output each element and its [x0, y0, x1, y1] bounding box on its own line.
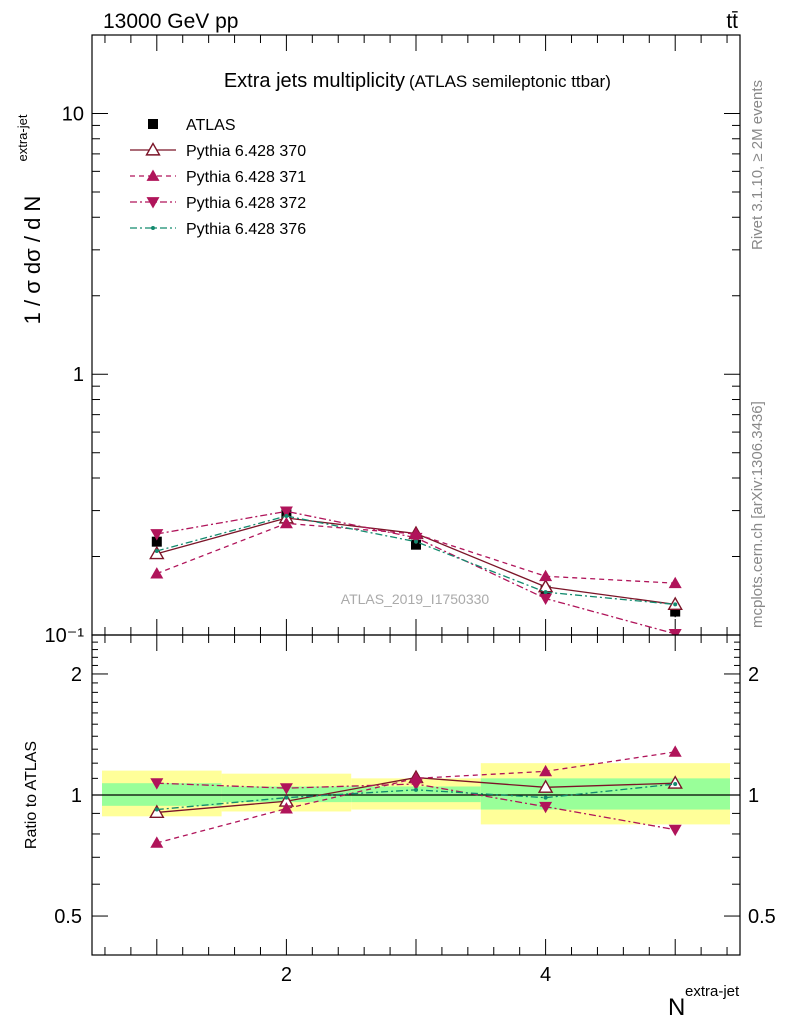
data-point: [151, 536, 162, 547]
ratio-data-point: [673, 782, 678, 787]
ratio-y-tick-label-right: 2: [748, 664, 759, 686]
main-y-tick-label: 10: [62, 103, 84, 125]
ratio-y-tick-label: 2: [71, 664, 82, 686]
legend-entry: ATLAS: [148, 117, 236, 134]
data-point: [668, 628, 682, 635]
ratio-data-point: [409, 779, 423, 791]
ratio-y-tick-label: 1: [71, 785, 82, 807]
x-tick-label: 4: [540, 964, 551, 986]
main-series-layer: [149, 506, 683, 635]
main-y-tick-label: 1: [73, 364, 84, 386]
main-y-tick-label: 10⁻¹: [45, 625, 85, 647]
main-title: Extra jets multiplicity: [224, 70, 405, 92]
series-line: [156, 510, 676, 635]
process-label: tt̄: [726, 10, 738, 33]
ratio-data-point: [537, 779, 554, 793]
ratio-data-point: [668, 745, 682, 757]
data-point: [150, 529, 164, 541]
legend-entry: Pythia 6.428 372: [130, 195, 306, 212]
legend-label: Pythia 6.428 371: [186, 169, 306, 186]
stat-uncertainty-band: [480, 778, 730, 810]
ratio-data-point: [279, 802, 293, 814]
stat-uncertainty-band: [351, 786, 481, 803]
ratio-data-point: [284, 795, 289, 800]
x-axis-label-sup: extra-jet: [685, 983, 740, 1000]
data-point: [668, 576, 682, 589]
legend-marker: [148, 119, 158, 129]
legend-label: ATLAS: [186, 117, 236, 134]
series-pythia-6-428-372: [150, 506, 682, 635]
data-point: [154, 548, 159, 553]
ratio-data-point: [154, 807, 159, 812]
legend-marker: [146, 197, 160, 209]
legend-marker: [151, 226, 155, 230]
ratio-data-point: [149, 804, 165, 819]
rivet-label: Rivet 3.1.10, ≥ 2M events: [749, 80, 766, 250]
legend-entry: Pythia 6.428 371: [130, 169, 306, 186]
legend-entry: Pythia 6.428 376: [130, 221, 306, 238]
data-point: [670, 606, 681, 617]
data-point: [284, 514, 289, 519]
watermark-label: ATLAS_2019_I1750330: [341, 591, 490, 607]
x-axis-label: N extra-jet: [668, 983, 740, 1021]
main-y-axis-label: 1 / σ dσ / d N extra-jet: [15, 114, 45, 324]
data-point: [150, 567, 164, 579]
data-point: [673, 602, 678, 607]
ratio-data-point: [539, 801, 553, 814]
legend-label: Pythia 6.428 376: [186, 221, 306, 238]
series-line: [156, 522, 676, 584]
ratio-y-tick-label-right: 0.5: [748, 906, 776, 928]
series-pythia-6-428-371: [150, 516, 682, 589]
data-point: [539, 569, 553, 582]
mcplots-label: mcplots.cern.ch [arXiv:1306.3436]: [749, 401, 766, 628]
ratio-y-axis-label: Ratio to ATLAS: [23, 741, 40, 849]
x-tick-label: 2: [281, 964, 292, 986]
main-y-axis-label-text: 1 / σ dσ / d N: [20, 196, 45, 325]
ratio-data-point: [150, 836, 164, 848]
ratio-data-point: [414, 787, 418, 792]
ratio-panel: 0.5 0.5 1 1 2 2 2 4 Ratio to ATLAS N extra-jet: [23, 634, 776, 1021]
ratio-y-tick-label: 0.5: [54, 906, 82, 928]
ratio-series-layer: [149, 745, 683, 848]
data-point: [411, 539, 421, 550]
series-pythia-6-428-376: [154, 514, 678, 607]
data-point: [279, 516, 293, 529]
ratio-data-point: [279, 783, 293, 795]
main-y-axis-label-sup: extra-jet: [15, 114, 30, 161]
data-point: [414, 539, 418, 544]
ratio-series-pythia-6-428-372: [150, 778, 682, 837]
legend-label: Pythia 6.428 370: [186, 143, 306, 160]
ratio-data-point: [668, 824, 682, 837]
ratio-data-point: [543, 795, 548, 800]
legend-marker: [146, 169, 160, 181]
x-axis-label-text: N: [668, 994, 685, 1021]
main-panel: 10⁻¹ 1 10 Extra jets multiplicity (ATLAS s…: [15, 34, 741, 647]
legend-label: Pythia 6.428 372: [186, 195, 306, 212]
ratio-plot-frame: [91, 634, 741, 956]
data-point: [543, 590, 548, 595]
data-point: [409, 532, 423, 545]
main-subtitle: (ATLAS semileptonic ttbar): [409, 72, 611, 91]
legend-marker: [145, 142, 161, 156]
ratio-series-pythia-6-428-376: [154, 782, 678, 812]
ratio-data-point: [539, 764, 553, 777]
energy-label: 13000 GeV pp: [103, 10, 238, 33]
ratio-y-tick-label-right: 1: [748, 785, 759, 807]
ratio-data-point: [150, 778, 164, 790]
legend: ATLAS Pythia 6.428 370 Pythia 6.428 371 Pyt…: [130, 117, 306, 238]
data-point: [539, 593, 553, 606]
ratio-axis-ticks: 0.5 0.5 1 1 2 2 2 4: [54, 635, 776, 986]
legend-entry: Pythia 6.428 370: [130, 142, 306, 160]
data-point: [279, 506, 293, 518]
